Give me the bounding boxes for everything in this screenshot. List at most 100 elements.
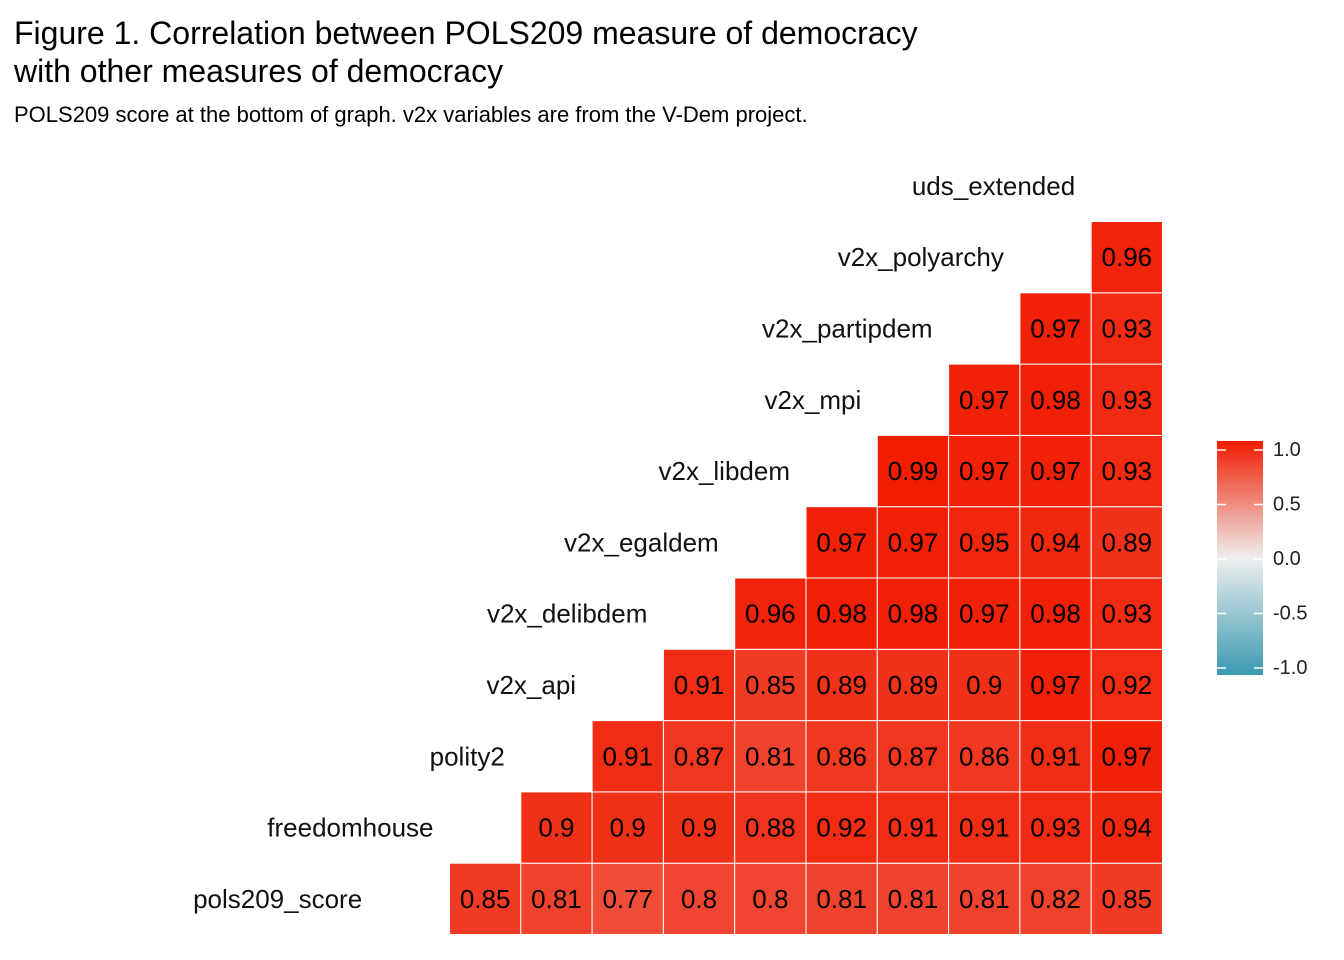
cell-value-label: 0.89 [1102, 527, 1153, 557]
variable-label: v2x_api [486, 670, 576, 700]
heatmap-cell [1019, 434, 1092, 508]
legend-tick-label: 1.0 [1273, 439, 1301, 461]
heatmap-cell [1019, 506, 1092, 579]
cell-value-label: 0.81 [959, 884, 1010, 914]
heatmap-cell [520, 791, 593, 864]
cell-value-label: 0.96 [745, 599, 796, 629]
cell-value-label: 0.93 [1102, 313, 1153, 343]
cell-value-label: 0.9 [681, 813, 717, 843]
cell-value-label: 0.9 [538, 813, 574, 843]
cell-value-label: 0.8 [681, 884, 717, 914]
heatmap-cell [734, 720, 807, 793]
color-legend: 1.0 0.5 0.0 -0.5 -1.0 [1217, 439, 1307, 679]
cell-value-label: 0.91 [602, 741, 653, 771]
cell-value-label: 0.77 [602, 884, 653, 914]
heatmap-cells: 0.85 0.81 0.77 0.8 0.8 0.81 0.81 0.81 0.82 0.85 0.… [449, 221, 1163, 936]
heatmap-cell [662, 648, 736, 722]
heatmap-cell [948, 720, 1021, 793]
cell-value-label: 0.81 [745, 741, 796, 771]
cell-value-label: 0.88 [745, 813, 796, 843]
heatmap-cell [876, 862, 950, 936]
chart-title: Figure 1. Correlation between POLS209 me… [14, 14, 918, 90]
heatmap-cell [805, 577, 878, 650]
heatmap-cell [1090, 720, 1163, 793]
heatmap-cell [1090, 862, 1163, 936]
heatmap-cell [948, 577, 1021, 650]
variable-labels: pols209_score freedomhouse polity2 v2x_api v… [193, 171, 1075, 914]
legend-tick-label: 0.5 [1273, 494, 1301, 516]
heatmap-cell [1090, 791, 1163, 864]
chart-title-line-1: Figure 1. Correlation between POLS209 me… [14, 15, 918, 51]
cell-value-label: 0.97 [1102, 741, 1153, 771]
chart-title-line-2: with other measures of democracy [14, 53, 504, 89]
cell-value-label: 0.96 [1102, 242, 1153, 272]
heatmap-cell [734, 648, 807, 722]
cell-value-label: 0.8 [752, 884, 788, 914]
heatmap-cell [1019, 648, 1092, 722]
variable-label: v2x_partipdem [762, 313, 933, 343]
cell-value-label: 0.89 [816, 670, 867, 700]
heatmap-cell [805, 862, 878, 936]
cell-value-label: 0.86 [959, 741, 1010, 771]
cell-value-label: 0.9 [610, 813, 646, 843]
cell-value-label: 0.93 [1102, 599, 1153, 629]
heatmap-cell [948, 648, 1021, 722]
heatmap-cell [1019, 292, 1092, 365]
heatmap-cell [948, 506, 1021, 579]
cell-value-label: 0.93 [1030, 813, 1081, 843]
heatmap-cell [662, 720, 736, 793]
heatmap-cell [591, 862, 664, 936]
cell-value-label: 0.97 [959, 456, 1010, 486]
cell-value-label: 0.97 [1030, 670, 1081, 700]
cell-value-label: 0.91 [1030, 741, 1081, 771]
cell-value-label: 0.91 [674, 670, 725, 700]
cell-value-label: 0.91 [888, 813, 939, 843]
cell-value-label: 0.93 [1102, 456, 1153, 486]
heatmap-cell [1019, 862, 1092, 936]
legend-tick-label: -1.0 [1273, 657, 1307, 679]
variable-label: v2x_mpi [764, 385, 861, 415]
heatmap-cell [662, 862, 736, 936]
cell-value-label: 0.98 [1030, 599, 1081, 629]
heatmap-cell [591, 720, 664, 793]
cell-value-label: 0.97 [1030, 456, 1081, 486]
cell-value-label: 0.98 [1030, 385, 1081, 415]
heatmap-cell [948, 363, 1021, 436]
heatmap-cell [734, 791, 807, 864]
heatmap-cell [1090, 577, 1163, 650]
cell-value-label: 0.85 [460, 884, 511, 914]
variable-label: polity2 [430, 741, 505, 771]
chart-subtitle: POLS209 score at the bottom of graph. v2… [14, 102, 808, 127]
cell-value-label: 0.91 [959, 813, 1010, 843]
cell-value-label: 0.81 [531, 884, 582, 914]
heatmap-cell [876, 434, 950, 508]
heatmap-cell [876, 720, 950, 793]
heatmap-cell [734, 862, 807, 936]
cell-value-label: 0.97 [816, 527, 867, 557]
heatmap-cell [1090, 292, 1163, 365]
heatmap-cell [1019, 791, 1092, 864]
variable-label: pols209_score [193, 884, 362, 914]
heatmap-cell [805, 506, 878, 579]
cell-value-label: 0.81 [816, 884, 867, 914]
heatmap-cell [1090, 221, 1163, 294]
heatmap-cell [1090, 648, 1163, 722]
variable-label: v2x_libdem [658, 456, 790, 486]
cell-value-label: 0.94 [1030, 527, 1081, 557]
cell-value-label: 0.87 [674, 741, 725, 771]
heatmap-cell [805, 648, 878, 722]
cell-value-label: 0.92 [816, 813, 867, 843]
legend-tick-label: 0.0 [1273, 548, 1301, 570]
cell-value-label: 0.95 [959, 527, 1010, 557]
heatmap-cell [1019, 577, 1092, 650]
heatmap-cell [805, 791, 878, 864]
cell-value-label: 0.98 [816, 599, 867, 629]
cell-value-label: 0.85 [1102, 884, 1153, 914]
variable-label: uds_extended [912, 171, 1075, 201]
cell-value-label: 0.99 [888, 456, 939, 486]
legend-tick-label: -0.5 [1273, 603, 1307, 625]
cell-value-label: 0.97 [888, 527, 939, 557]
variable-label: freedomhouse [267, 813, 433, 843]
heatmap-cell [734, 577, 807, 650]
